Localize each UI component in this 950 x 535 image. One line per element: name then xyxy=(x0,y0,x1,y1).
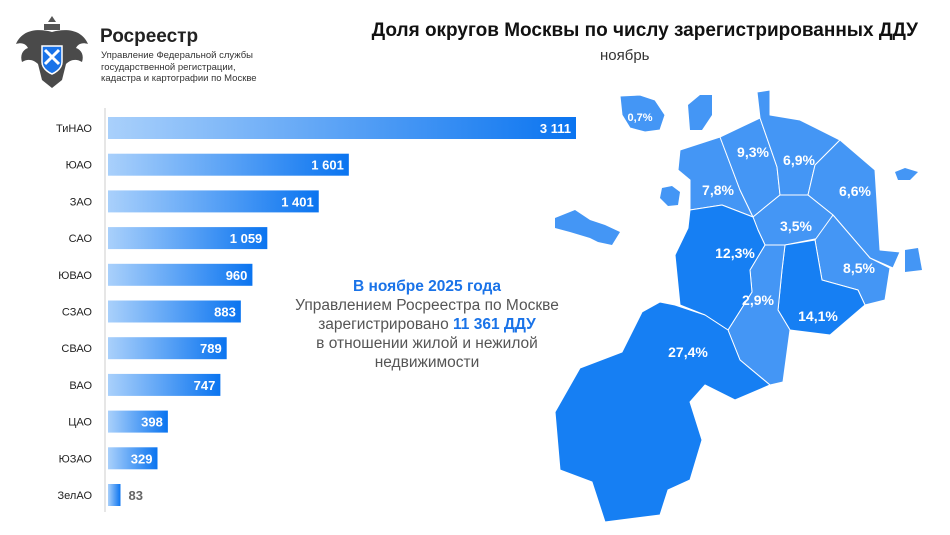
chart-subtitle: ноябрь xyxy=(600,47,650,64)
summary-line: зарегистрировано xyxy=(318,316,454,333)
brand-name: Росреестр xyxy=(100,26,199,47)
region-percent-label: 6,9% xyxy=(783,152,815,168)
category-label: ЮЗАО xyxy=(59,453,93,465)
district-bar-chart: ТиНАО 3 111 ЮАО 1 601 ЗАО 1 401 САО 1 059 ЮВАО 96… xyxy=(56,108,576,512)
value-label: 789 xyxy=(200,341,222,356)
region-percent-label: 8,5% xyxy=(843,260,875,276)
region-percent-label: 12,3% xyxy=(715,245,755,261)
map-region xyxy=(807,139,901,269)
summary-line: недвижимости xyxy=(374,354,480,371)
category-label: ВАО xyxy=(69,380,92,392)
region-percent-label: 27,4% xyxy=(668,344,708,360)
bar xyxy=(108,447,158,470)
region-percent-label: 0,7% xyxy=(627,112,652,124)
category-label: САО xyxy=(69,233,93,245)
bar xyxy=(108,263,253,286)
category-label: ЗелАО xyxy=(58,490,93,502)
bar xyxy=(108,190,319,213)
bar xyxy=(108,337,227,360)
value-label: 1 059 xyxy=(230,231,263,246)
region-percent-label: 3,5% xyxy=(780,218,812,234)
value-label: 883 xyxy=(214,305,236,320)
bar xyxy=(108,373,221,396)
map-enclave xyxy=(660,186,680,206)
category-label: ЦАО xyxy=(68,417,92,429)
category-label: СЗАО xyxy=(62,307,93,319)
bar xyxy=(108,484,121,506)
map-region xyxy=(674,204,766,331)
category-label: ЮВАО xyxy=(58,270,92,282)
chart-title: Доля округов Москвы по числу зарегистрир… xyxy=(371,20,918,41)
summary-line: в отношении жилой и нежилой xyxy=(316,335,538,352)
map-enclave xyxy=(555,210,620,245)
category-label: СВАО xyxy=(61,343,92,355)
bar xyxy=(108,117,576,139)
map-region xyxy=(554,301,771,523)
value-label: 329 xyxy=(131,451,153,466)
region-percent-label: 6,6% xyxy=(839,183,871,199)
map-enclave xyxy=(905,248,922,272)
value-label: 398 xyxy=(141,415,163,430)
category-label: ЮАО xyxy=(66,160,93,172)
value-label: 747 xyxy=(194,378,216,393)
value-label: 1 401 xyxy=(281,194,314,209)
region-percent-label: 9,3% xyxy=(737,144,769,160)
category-label: ЗАО xyxy=(70,196,93,208)
region-percent-label: 14,1% xyxy=(798,308,838,324)
map-region xyxy=(619,94,666,133)
bar xyxy=(108,410,168,433)
region-percent-label: 2,9% xyxy=(742,292,774,308)
region-percent-label: 7,8% xyxy=(702,182,734,198)
summary-text: В ноябре 2025 года Управлением Росреестр… xyxy=(272,277,582,372)
value-label: 83 xyxy=(128,488,142,503)
map-enclave xyxy=(688,95,712,130)
value-label: 3 111 xyxy=(540,121,571,136)
value-label: 960 xyxy=(226,268,248,283)
summary-total: 11 361 ДДУ xyxy=(453,316,536,333)
bar xyxy=(108,153,349,176)
map-enclave xyxy=(895,168,918,180)
bar xyxy=(108,300,241,323)
coat-of-arms-logo xyxy=(16,16,88,88)
category-label: ТиНАО xyxy=(56,123,92,135)
brand-subtitle: Управление Федеральной службы государств… xyxy=(101,50,257,84)
summary-heading: В ноябре 2025 года xyxy=(353,278,501,295)
value-label: 1 601 xyxy=(311,158,344,173)
summary-line: Управлением Росреестра по Москве xyxy=(295,297,559,314)
bar xyxy=(108,227,268,250)
